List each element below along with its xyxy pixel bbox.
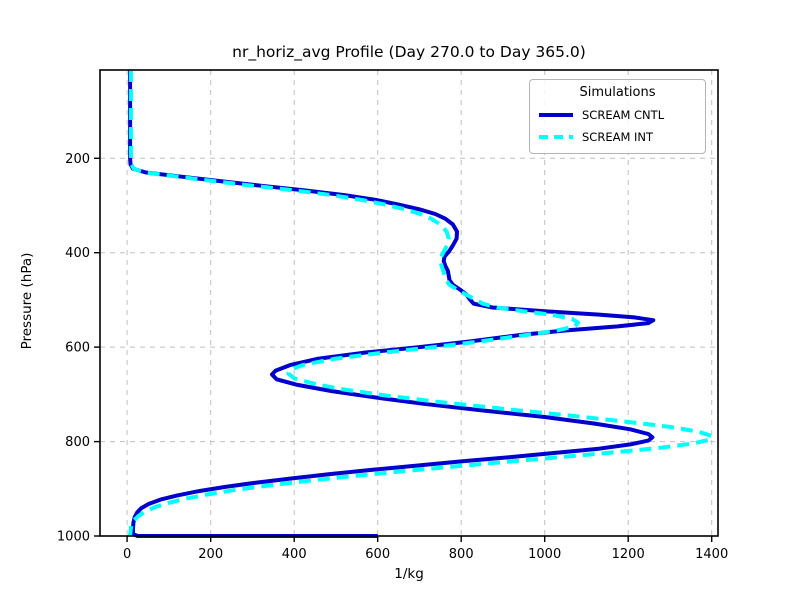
y-axis-label: Pressure (hPa) (19, 252, 35, 350)
axes-frame (99, 69, 719, 537)
y-tick-label: 200 (65, 152, 90, 167)
y-tick-label: 600 (65, 341, 90, 356)
x-axis-label: 1/kg (394, 566, 424, 582)
x-tick-label: 1400 (695, 547, 728, 562)
legend-line-sample-dashed (539, 135, 573, 139)
y-tick-label: 400 (65, 246, 90, 261)
legend: Simulations SCREAM CNTL SCREAM INT (529, 79, 706, 154)
y-tick-label: 800 (65, 435, 90, 450)
legend-entry-scream-cntl: SCREAM CNTL (539, 108, 696, 122)
x-tick-label: 800 (449, 547, 474, 562)
x-tick-label: 1200 (612, 547, 645, 562)
x-tick-label: 1000 (528, 547, 561, 562)
legend-label: SCREAM CNTL (582, 108, 665, 122)
legend-label: SCREAM INT (582, 130, 654, 144)
x-tick-label: 400 (282, 547, 307, 562)
legend-title: Simulations (579, 85, 656, 100)
x-tick-label: 600 (365, 547, 390, 562)
y-tick-label: 1000 (57, 530, 90, 545)
x-tick-label: 200 (198, 547, 223, 562)
chart-title: nr_horiz_avg Profile (Day 270.0 to Day 3… (232, 43, 586, 61)
x-tick-label: 0 (123, 547, 131, 562)
legend-entry-scream-int: SCREAM INT (539, 130, 696, 144)
legend-line-sample-solid (539, 113, 573, 117)
